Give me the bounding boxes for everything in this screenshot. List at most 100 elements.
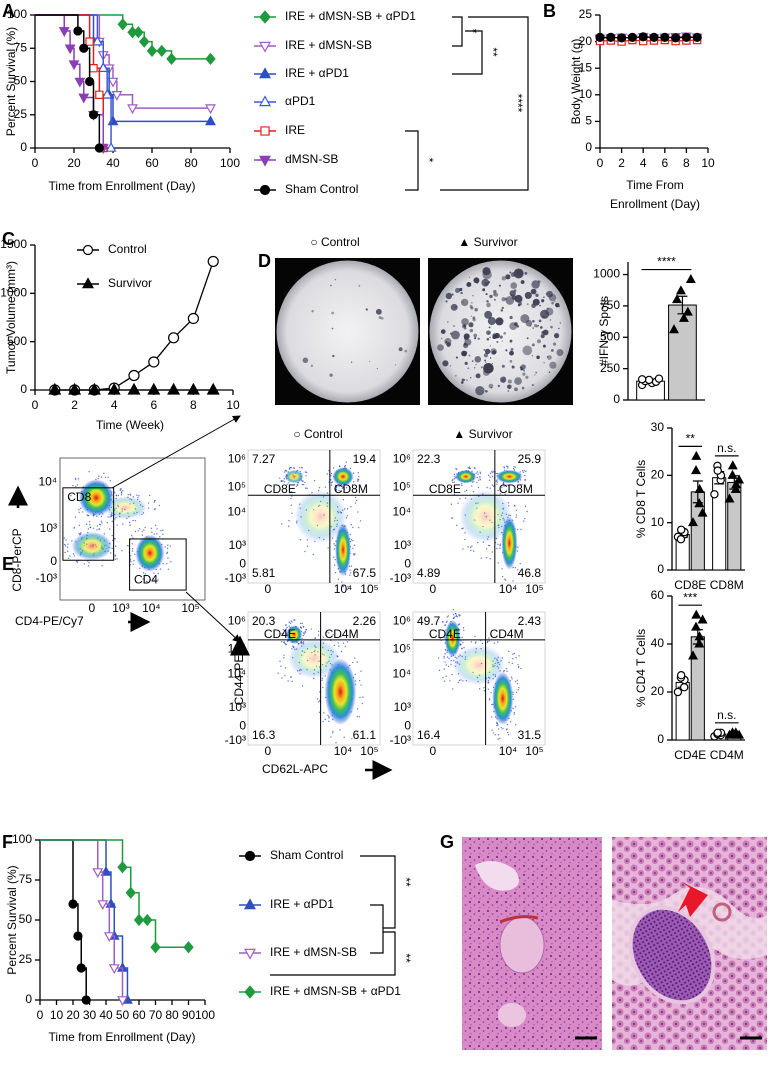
bracket <box>452 16 463 47</box>
x-tick-label: 90 <box>182 1008 196 1022</box>
spot <box>459 287 463 292</box>
quadrant-value: 20.3 <box>252 614 276 628</box>
event-dot <box>492 471 495 473</box>
event-dot <box>497 562 499 564</box>
spot <box>481 366 483 368</box>
density <box>335 523 351 577</box>
spot <box>473 333 478 338</box>
x-tick-label: 10⁵ <box>360 744 378 758</box>
event-dot <box>350 524 353 526</box>
event-dot <box>96 529 98 531</box>
event-dot <box>504 579 507 581</box>
marker <box>660 32 670 42</box>
event-dot <box>485 556 488 559</box>
spot <box>489 357 492 359</box>
marker <box>133 26 144 39</box>
event-dot <box>326 631 328 633</box>
bracket <box>440 16 529 191</box>
marker <box>125 886 136 899</box>
event-dot <box>491 471 493 474</box>
spot <box>534 374 536 376</box>
event-dot <box>99 524 102 526</box>
data-point <box>694 498 705 508</box>
spot <box>488 326 491 329</box>
spot <box>513 289 517 292</box>
x-tick-label: 10⁵ <box>525 582 543 596</box>
event-dot <box>129 524 131 526</box>
data-point <box>673 687 683 697</box>
x-tick-label: 0 <box>264 744 271 758</box>
gate-label: CD8E <box>429 482 461 496</box>
legend-marker <box>259 67 271 79</box>
event-dot <box>323 712 325 714</box>
event-dot <box>331 732 334 734</box>
data-point <box>644 375 654 385</box>
event-dot <box>76 492 78 494</box>
event-dot <box>295 485 298 487</box>
spot <box>489 345 492 347</box>
event-dot <box>139 567 141 569</box>
spot <box>310 364 314 368</box>
spot <box>489 336 491 339</box>
event-dot <box>343 736 345 738</box>
event-dot <box>465 489 468 492</box>
marker <box>107 77 119 88</box>
event-dot <box>285 628 287 630</box>
x-tick-label: 10 <box>226 398 240 412</box>
event-dot <box>523 520 525 522</box>
spot <box>505 274 511 280</box>
quadrant-value: 49.7 <box>417 614 441 628</box>
event-dot <box>358 475 360 478</box>
x-tick-label: 10³ <box>112 601 129 615</box>
event-dot <box>156 533 158 535</box>
spot <box>471 360 474 362</box>
event-dot <box>327 714 329 717</box>
event-dot <box>491 484 494 486</box>
event-dot <box>495 472 497 475</box>
event-dot <box>479 477 481 479</box>
event-dot <box>107 516 109 518</box>
spot <box>549 319 552 321</box>
x-axis-label: Enrollment (Day) <box>610 197 700 211</box>
event-dot <box>76 561 79 563</box>
spot <box>468 354 471 357</box>
column-label: ○ Control <box>293 427 342 441</box>
marker <box>627 32 638 42</box>
event-dot <box>166 547 169 550</box>
event-dot <box>88 471 90 473</box>
event-dot <box>306 545 309 547</box>
event-dot <box>481 642 484 645</box>
data-point <box>637 375 647 384</box>
event-dot <box>288 625 290 627</box>
event-dot <box>506 670 508 673</box>
significance: n.s. <box>717 708 736 722</box>
marker <box>117 861 128 874</box>
spot <box>334 278 337 281</box>
event-dot <box>284 469 287 472</box>
quadrant-value: 25.9 <box>518 452 542 466</box>
gate <box>129 538 187 591</box>
event-dot <box>488 699 491 701</box>
legend-label: IRE <box>285 123 305 137</box>
legend-marker <box>82 244 94 256</box>
spot <box>556 348 564 357</box>
event-dot <box>148 507 150 509</box>
event-dot <box>284 667 287 669</box>
x-axis-label: Time from Enrollment (Day) <box>49 179 196 193</box>
event-dot <box>455 615 457 618</box>
event-dot <box>470 549 472 552</box>
y-tick-label: 10⁶ <box>393 451 411 465</box>
event-dot <box>446 656 449 658</box>
event-dot <box>281 677 283 679</box>
event-dot <box>497 728 500 730</box>
event-dot <box>103 472 105 475</box>
event-dot <box>346 508 349 510</box>
spot <box>523 369 525 371</box>
event-dot <box>353 554 355 556</box>
event-dot <box>85 523 88 525</box>
spot <box>510 294 513 297</box>
event-dot <box>337 578 340 580</box>
lymphoid-aggregate <box>628 905 716 1005</box>
event-dot <box>291 680 293 683</box>
event-dot <box>453 616 455 618</box>
